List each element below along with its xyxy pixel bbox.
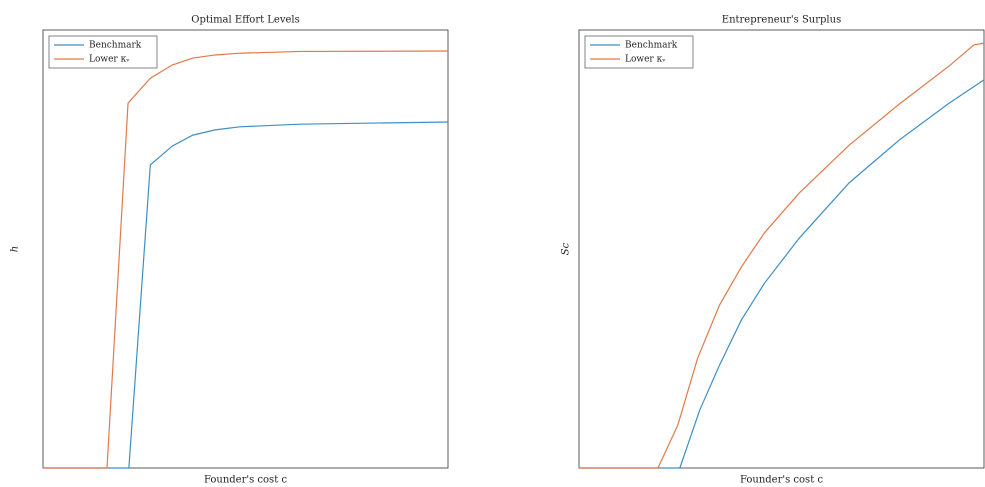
legend-box xyxy=(48,35,158,69)
plot-frame xyxy=(578,29,985,469)
y-axis-label: h xyxy=(10,246,21,252)
series-line xyxy=(579,42,985,469)
chart-title: Optimal Effort Levels xyxy=(191,15,300,26)
plot-frame xyxy=(42,29,449,469)
legend-label: Benchmark xyxy=(89,41,142,51)
x-axis-label: Founder's cost c xyxy=(740,475,823,486)
y-axis-label: Sc xyxy=(561,242,572,255)
legend-box xyxy=(584,35,694,69)
chart-title: Entrepreneur's Surplus xyxy=(722,15,841,26)
series-line xyxy=(43,50,449,469)
legend-label: Benchmark xyxy=(625,41,678,51)
series-line xyxy=(579,79,985,469)
series-line xyxy=(43,121,449,469)
legend-label: Lower κᵥ xyxy=(89,55,130,65)
legend-label: Lower κᵥ xyxy=(625,55,666,65)
x-axis-label: Founder's cost c xyxy=(204,475,287,486)
